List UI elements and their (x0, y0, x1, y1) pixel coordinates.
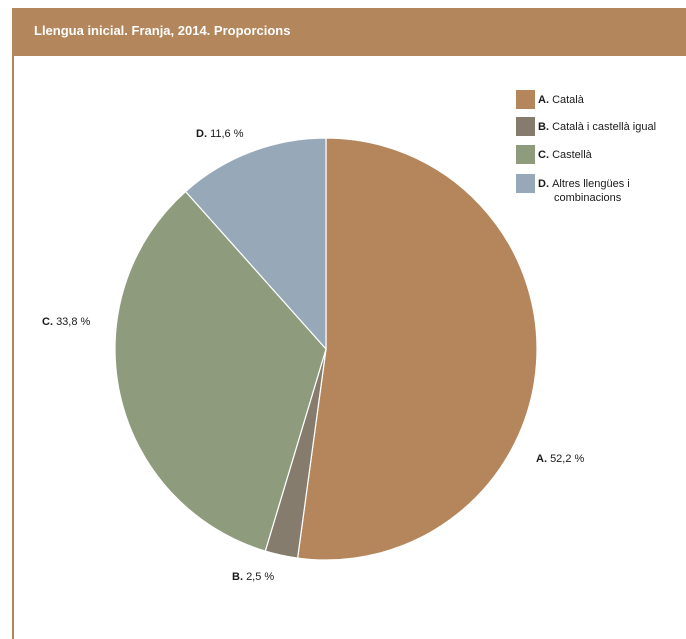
slice-label-d: D. 11,6 % (196, 128, 244, 140)
legend-label: combinacions (554, 192, 622, 204)
slice-label-c: C. 33,8 % (42, 316, 91, 328)
legend-swatch (516, 90, 535, 109)
slice-label-a: A. 52,2 % (536, 453, 585, 465)
legend-item-c: C. Castellà (516, 145, 593, 164)
slice-label-b: B. 2,5 % (232, 571, 274, 583)
pie-slice-a (298, 138, 537, 560)
legend-item-b: B. Català i castellà igual (516, 117, 656, 136)
legend-label: B. Català i castellà igual (538, 121, 656, 133)
legend-item-d: D. Altres llengües i combinacions (516, 174, 630, 204)
legend-swatch (516, 174, 535, 193)
legend-label: D. Altres llengües i (538, 178, 630, 190)
legend-swatch (516, 117, 535, 136)
legend-label: A. Català (538, 94, 585, 106)
legend-item-a: A. Català (516, 90, 585, 109)
legend-label: C. Castellà (538, 149, 593, 161)
legend-swatch (516, 145, 535, 164)
